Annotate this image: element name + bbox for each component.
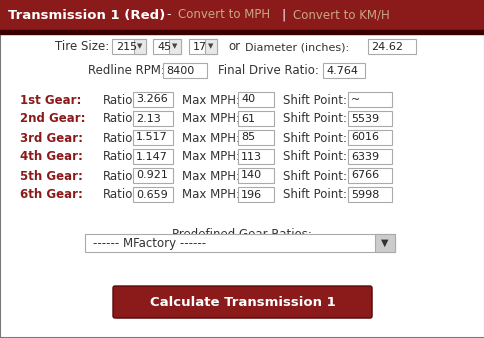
Text: 0.659: 0.659 [136,190,167,199]
Bar [238,149,273,164]
Text: 1st Gear:: 1st Gear: [20,94,81,106]
Text: Shift Point:: Shift Point: [283,169,346,183]
Text: 140: 140 [241,170,261,180]
Text: -: - [163,8,175,22]
Text: 196: 196 [241,190,261,199]
Text: ▼: ▼ [137,44,142,49]
Bar [348,187,391,202]
Bar [152,39,181,54]
Text: Ratio:: Ratio: [103,189,137,201]
Text: ~: ~ [350,95,360,104]
Bar [116,289,370,317]
Text: 45: 45 [157,42,171,51]
FancyBboxPatch shape [113,286,371,318]
Bar [238,111,273,126]
Text: Tire Size:: Tire Size: [55,41,109,53]
Text: Max MPH:: Max MPH: [182,94,240,106]
Text: Diameter (inches):: Diameter (inches): [244,42,348,52]
Bar [348,149,391,164]
Bar [238,130,273,145]
Text: Transmission 1 (Red): Transmission 1 (Red) [8,8,165,22]
Text: ▼: ▼ [172,44,177,49]
Text: 0.921: 0.921 [136,170,167,180]
Text: Ratio:: Ratio: [103,150,137,164]
Text: Shift Point:: Shift Point: [283,94,346,106]
Text: 215: 215 [116,42,137,51]
Text: 1.517: 1.517 [136,132,167,143]
Text: 2.13: 2.13 [136,114,160,123]
Text: Final Drive Ratio:: Final Drive Ratio: [217,65,318,77]
Text: 1.147: 1.147 [136,151,167,162]
Bar [205,39,216,54]
Bar [134,39,146,54]
Text: Max MPH:: Max MPH: [182,131,240,145]
Text: or: or [227,41,240,53]
Bar [348,92,391,107]
Bar [374,234,394,252]
Text: 6766: 6766 [350,170,378,180]
Bar [238,92,273,107]
Text: 3rd Gear:: 3rd Gear: [20,131,83,145]
Text: Ratio:: Ratio: [103,113,137,125]
Text: Ratio:: Ratio: [103,131,137,145]
Text: Shift Point:: Shift Point: [283,150,346,164]
Text: Shift Point:: Shift Point: [283,113,346,125]
Text: 5998: 5998 [350,190,378,199]
Bar [85,234,394,252]
Text: Max MPH:: Max MPH: [182,150,240,164]
Text: ▼: ▼ [380,238,388,248]
Bar [189,39,216,54]
Text: 17: 17 [193,42,207,51]
Text: Redline RPM:: Redline RPM: [88,65,165,77]
Bar [133,111,173,126]
Bar [133,130,173,145]
Text: 113: 113 [241,151,261,162]
Bar [163,63,207,78]
Bar [238,187,273,202]
Bar [322,63,364,78]
Text: 4th Gear:: 4th Gear: [20,150,83,164]
Text: Shift Point:: Shift Point: [283,189,346,201]
Bar [133,149,173,164]
Text: |: | [277,8,289,22]
Bar [133,92,173,107]
Bar [0,0,484,30]
Text: ------ MFactory ------: ------ MFactory ------ [93,237,206,249]
Text: 4.764: 4.764 [325,66,357,75]
Bar [238,168,273,183]
Bar [348,111,391,126]
Text: 40: 40 [241,95,255,104]
Text: Ratio:: Ratio: [103,94,137,106]
Text: Predefined Gear Ratios:: Predefined Gear Ratios: [172,227,311,241]
Text: 2nd Gear:: 2nd Gear: [20,113,85,125]
Text: Shift Point:: Shift Point: [283,131,346,145]
Text: 61: 61 [241,114,255,123]
Text: 6339: 6339 [350,151,378,162]
Text: Max MPH:: Max MPH: [182,113,240,125]
Text: Ratio:: Ratio: [103,169,137,183]
Text: 6016: 6016 [350,132,378,143]
Text: 5th Gear:: 5th Gear: [20,169,83,183]
Text: Max MPH:: Max MPH: [182,189,240,201]
Text: 5539: 5539 [350,114,378,123]
Bar [112,39,146,54]
Text: 85: 85 [241,132,255,143]
Text: 8400: 8400 [166,66,194,75]
Bar [367,39,415,54]
Text: Calculate Transmission 1: Calculate Transmission 1 [150,295,334,309]
Text: 6th Gear:: 6th Gear: [20,189,83,201]
Text: Convert to KM/H: Convert to KM/H [292,8,389,22]
Bar [0,30,484,34]
Text: Convert to MPH: Convert to MPH [178,8,270,22]
Bar [348,130,391,145]
Text: ▼: ▼ [208,44,213,49]
Bar [133,187,173,202]
Text: Max MPH:: Max MPH: [182,169,240,183]
Bar [348,168,391,183]
Text: 3.266: 3.266 [136,95,167,104]
Text: 24.62: 24.62 [370,42,402,51]
Bar [133,168,173,183]
Bar [168,39,181,54]
